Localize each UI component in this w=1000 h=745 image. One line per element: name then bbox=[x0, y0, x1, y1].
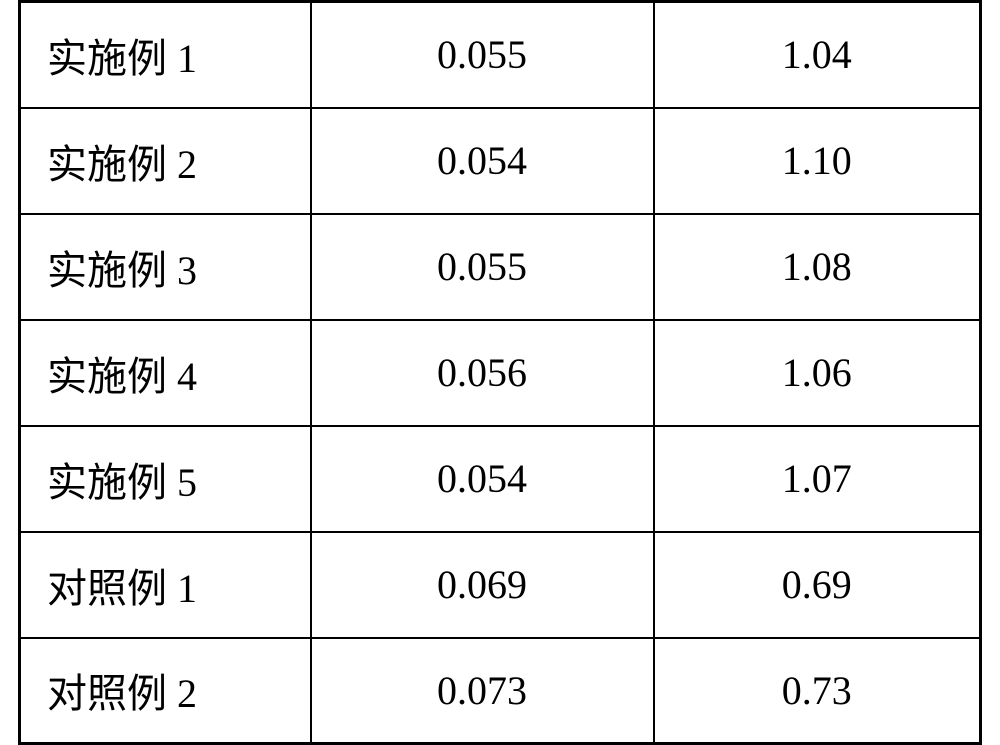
table-row: 实施例 30.0551.08 bbox=[20, 214, 981, 320]
table-cell: 0.055 bbox=[311, 2, 654, 108]
data-table: 实施例 10.0551.04实施例 20.0541.10实施例 30.0551.… bbox=[18, 0, 982, 745]
table-cell: 对照例 1 bbox=[20, 532, 311, 638]
table-row: 实施例 20.0541.10 bbox=[20, 108, 981, 214]
table-cell: 0.054 bbox=[311, 426, 654, 532]
table-row: 对照例 10.0690.69 bbox=[20, 532, 981, 638]
table-cell: 实施例 3 bbox=[20, 214, 311, 320]
table-row: 对照例 20.0730.73 bbox=[20, 638, 981, 744]
table-cell: 0.069 bbox=[311, 532, 654, 638]
table-body: 实施例 10.0551.04实施例 20.0541.10实施例 30.0551.… bbox=[20, 2, 981, 744]
table-cell: 1.10 bbox=[654, 108, 981, 214]
table-cell: 1.07 bbox=[654, 426, 981, 532]
table-cell: 0.054 bbox=[311, 108, 654, 214]
table-cell: 0.73 bbox=[654, 638, 981, 744]
table-cell: 1.04 bbox=[654, 2, 981, 108]
table-cell: 实施例 1 bbox=[20, 2, 311, 108]
page: 实施例 10.0551.04实施例 20.0541.10实施例 30.0551.… bbox=[0, 0, 1000, 745]
table-cell: 1.06 bbox=[654, 320, 981, 426]
table-row: 实施例 50.0541.07 bbox=[20, 426, 981, 532]
table-cell: 0.056 bbox=[311, 320, 654, 426]
table-row: 实施例 10.0551.04 bbox=[20, 2, 981, 108]
table-cell: 实施例 5 bbox=[20, 426, 311, 532]
table-cell: 1.08 bbox=[654, 214, 981, 320]
table-cell: 0.073 bbox=[311, 638, 654, 744]
table-cell: 0.055 bbox=[311, 214, 654, 320]
table-cell: 0.69 bbox=[654, 532, 981, 638]
table-cell: 对照例 2 bbox=[20, 638, 311, 744]
table-cell: 实施例 4 bbox=[20, 320, 311, 426]
table-row: 实施例 40.0561.06 bbox=[20, 320, 981, 426]
table-cell: 实施例 2 bbox=[20, 108, 311, 214]
